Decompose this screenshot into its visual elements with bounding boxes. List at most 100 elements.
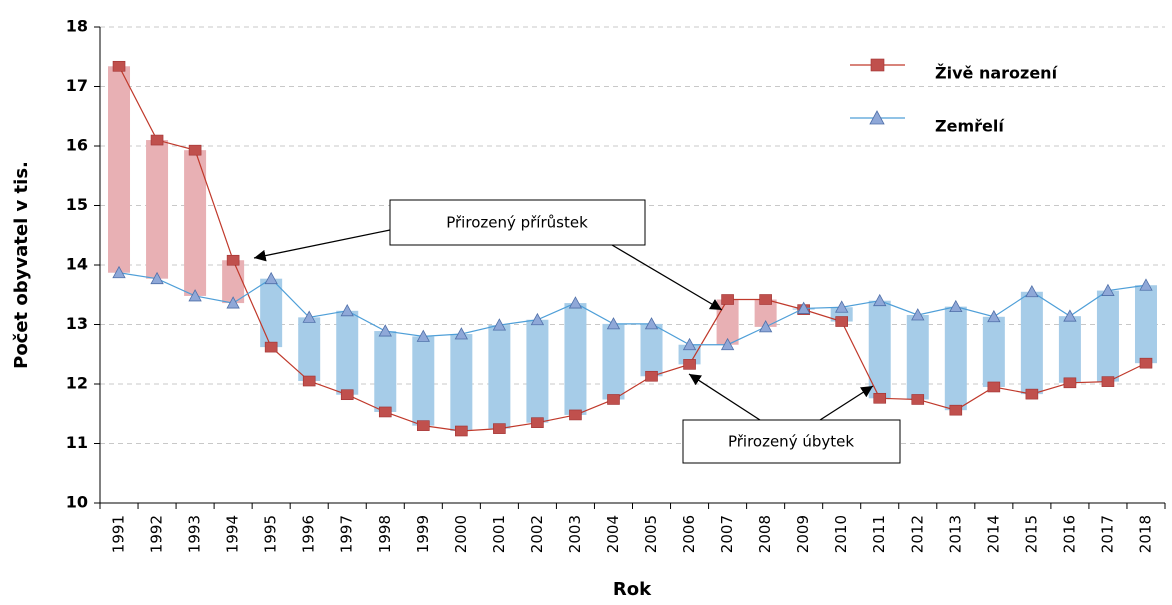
arrow: [253, 229, 391, 262]
marker: [683, 359, 696, 370]
annotation: Přirozený úbytek: [728, 433, 854, 451]
difference-bar: [298, 317, 321, 382]
difference-bar: [982, 316, 1005, 387]
x-axis-label: Rok: [613, 579, 652, 600]
x-tick-label: 1998: [376, 515, 394, 553]
x-tick-label: 1997: [338, 515, 356, 553]
marker: [873, 392, 887, 404]
difference-bar: [1058, 316, 1081, 383]
marker: [302, 375, 316, 387]
y-tick-label: 12: [66, 374, 88, 393]
difference-bar: [450, 334, 473, 432]
x-tick-label: 1992: [148, 515, 166, 553]
marker: [340, 303, 354, 317]
series-line: [118, 65, 1147, 432]
marker: [1025, 388, 1039, 400]
marker: [721, 294, 734, 305]
y-tick-label: 14: [66, 255, 88, 274]
difference-bar: [222, 260, 245, 304]
x-tick-label: 2005: [642, 515, 660, 553]
marker: [835, 300, 849, 313]
x-tick-label: 2018: [1136, 515, 1154, 553]
x-tick-label: 1991: [110, 515, 128, 553]
difference-bar: [1020, 291, 1043, 395]
y-tick-label: 10: [66, 493, 88, 512]
x-tick-label: 2002: [528, 515, 546, 553]
difference-bar: [108, 66, 131, 273]
arrow: [819, 385, 874, 421]
x-tick-label: 2007: [718, 515, 736, 553]
marker: [758, 320, 773, 333]
x-tick-label: 1996: [300, 515, 318, 553]
difference-bar: [260, 278, 283, 348]
annotation: Přirozený přírůstek: [446, 214, 588, 232]
difference-bar: [944, 306, 967, 411]
marker: [1139, 357, 1153, 369]
difference-bar: [602, 323, 625, 400]
marker: [1139, 278, 1153, 291]
marker: [112, 60, 126, 72]
marker: [150, 134, 164, 146]
difference-bar: [336, 310, 359, 395]
x-tick-label: 2006: [680, 515, 698, 553]
legend-marker: [869, 110, 885, 125]
difference-bar: [754, 299, 777, 327]
marker: [873, 293, 887, 307]
marker: [492, 318, 507, 331]
arrow: [611, 244, 723, 311]
annotation-box: [389, 199, 646, 246]
x-tick-label: 2014: [984, 515, 1002, 553]
marker: [949, 299, 963, 313]
difference-bar: [374, 331, 397, 412]
y-tick-label: 13: [66, 314, 88, 333]
difference-bar: [906, 314, 929, 400]
difference-bar: [146, 140, 169, 279]
marker: [188, 144, 202, 156]
y-tick-label: 18: [66, 17, 88, 36]
marker: [416, 329, 430, 342]
y-axis-label: Počet obyvatel v tis.: [11, 161, 32, 369]
marker: [340, 389, 354, 401]
marker: [606, 317, 621, 330]
marker: [417, 420, 430, 431]
marker: [264, 271, 278, 285]
marker: [607, 394, 620, 405]
legend-label: Zemřelí: [935, 117, 1005, 136]
marker: [1101, 376, 1115, 387]
marker: [1025, 284, 1039, 298]
marker: [987, 381, 1001, 393]
difference-bar: [1134, 285, 1157, 364]
difference-bar: [564, 303, 587, 415]
x-tick-label: 2009: [794, 515, 812, 553]
marker: [645, 370, 658, 382]
difference-bar: [868, 300, 891, 399]
legend-marker: [870, 58, 885, 72]
marker: [1101, 283, 1115, 296]
x-tick-label: 1994: [224, 515, 242, 553]
marker: [682, 337, 697, 351]
x-tick-label: 2000: [452, 515, 470, 553]
marker: [226, 296, 240, 309]
difference-bar: [640, 323, 663, 377]
marker: [454, 327, 469, 340]
y-tick-label: 17: [66, 76, 88, 95]
marker: [531, 417, 544, 428]
difference-bar: [526, 319, 549, 423]
y-tick-label: 16: [66, 136, 88, 155]
x-tick-label: 2011: [870, 515, 888, 553]
x-tick-label: 2004: [604, 515, 622, 553]
marker: [987, 309, 1001, 323]
arrow: [688, 373, 761, 421]
marker: [150, 271, 164, 285]
marker: [378, 324, 392, 337]
marker: [226, 254, 240, 266]
marker: [911, 394, 925, 405]
marker: [302, 310, 316, 323]
plot-area: 10 11 12 13 14 15 16 17 18 1991 1992 1993 1994 1995 19…: [66, 17, 1166, 553]
marker: [112, 265, 126, 279]
x-tick-label: 2013: [946, 515, 964, 553]
marker: [1063, 377, 1077, 389]
marker: [188, 289, 202, 302]
marker: [378, 406, 392, 418]
x-tick-label: 2017: [1098, 515, 1116, 553]
